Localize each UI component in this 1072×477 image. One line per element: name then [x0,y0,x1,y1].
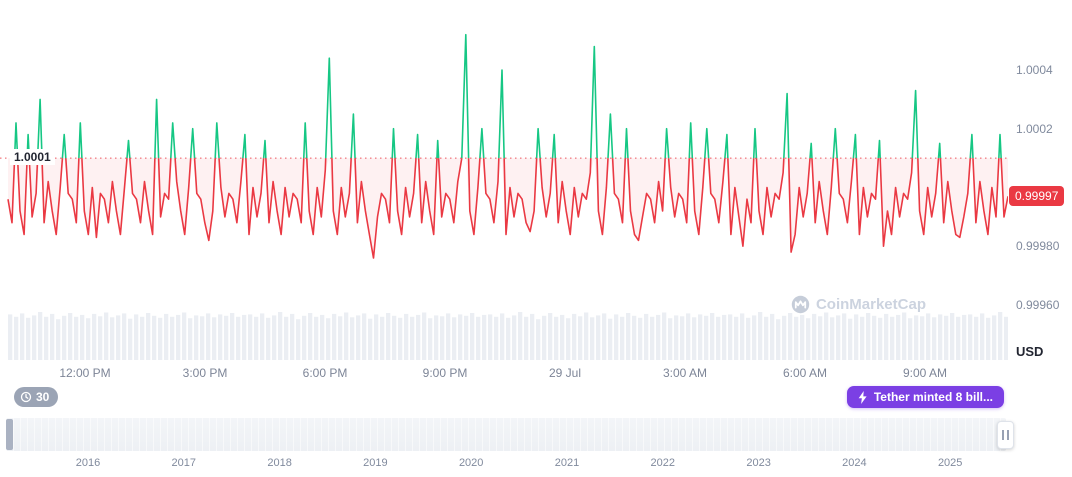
volume-bars [8,312,1008,360]
lightning-icon [858,390,868,404]
year-label: 2023 [746,457,771,469]
year-label: 2022 [650,457,676,469]
year-label: 2021 [554,457,580,469]
currency-unit-label: USD [1016,344,1044,359]
time-tick-label: 9:00 PM [422,366,468,380]
timeline-scrubber[interactable] [6,418,1014,451]
time-tick-label: 3:00 PM [182,366,228,380]
timeline-years: 2016 2017 2018 2019 2020 2021 2022 2023 2024 2025 [6,456,1006,470]
price-chart-svg[interactable] [0,0,1008,362]
time-tick-label: 12:00 PM [59,366,111,380]
time-tick-label: 9:00 AM [902,366,948,380]
price-tick-label: 1.0004 [1016,63,1053,77]
scrubber-right-handle[interactable] [997,421,1014,449]
year-label: 2017 [171,457,197,469]
history-badge[interactable]: 30 [14,387,59,407]
watermark-text: CoinMarketCap [815,296,926,313]
price-line-green [13,33,1002,159]
current-price-badge: 0.99997 [1009,186,1065,207]
year-label: 2016 [75,457,101,469]
baseline-price-label: 1.0001 [10,149,55,166]
year-label: 2018 [267,457,292,469]
year-label: 2019 [363,457,388,469]
event-badge[interactable]: Tether minted 8 bill... [846,386,1004,408]
coinmarketcap-logo-icon [791,295,810,314]
coinmarketcap-watermark: CoinMarketCap [791,295,926,314]
price-tick-label: 0.99980 [1016,239,1060,254]
time-axis: 12:00 PM 3:00 PM 6:00 PM 9:00 PM 29 Jul 3:00 … [0,365,1008,381]
price-line-red [7,158,1008,259]
year-label: 2024 [842,457,867,469]
time-tick-label: 3:00 AM [662,366,708,380]
scrubber-left-handle[interactable] [6,419,13,450]
price-tick-label: 1.0002 [1016,121,1053,136]
price-chart[interactable]: 1.0001 CoinMarketCap [0,0,1008,362]
year-label: 2025 [937,457,963,469]
price-tick-label: 0.99960 [1016,298,1060,312]
history-count: 30 [36,390,50,404]
history-clock-icon [20,391,32,403]
event-label: Tether minted 8 bill... [873,390,993,404]
time-tick-label: 6:00 PM [302,366,348,380]
time-tick-label: 6:00 AM [782,366,828,380]
year-label: 2020 [458,457,484,469]
price-axis: 1.0004 1.0002 0.99980 0.99960 0.99997 USD [1008,0,1072,362]
time-tick-label: 29 Jul [548,366,582,380]
